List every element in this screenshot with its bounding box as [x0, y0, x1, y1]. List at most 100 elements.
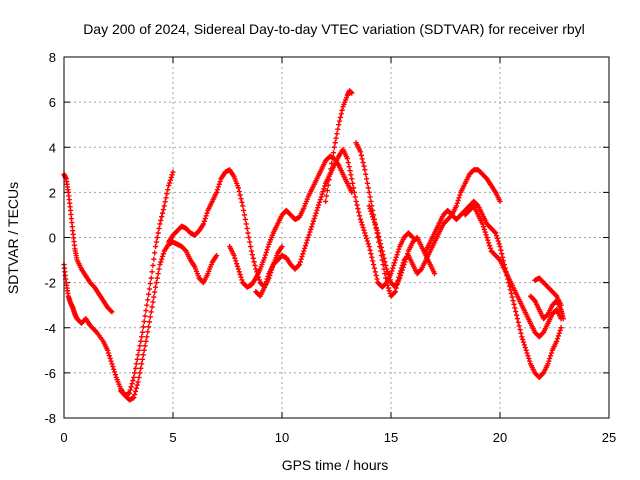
- data-point: [237, 192, 243, 198]
- data-point: [106, 353, 112, 359]
- data-point: [510, 298, 516, 304]
- data-point: [526, 355, 532, 362]
- y-axis-label: SDTVAR / TECUs: [5, 182, 21, 294]
- data-point: [134, 382, 140, 388]
- data-point: [108, 308, 114, 314]
- data-point: [152, 289, 158, 295]
- data-point: [109, 309, 115, 315]
- data-point: [356, 209, 362, 215]
- data-point: [312, 213, 318, 219]
- data-point: [265, 244, 271, 250]
- data-point: [418, 267, 424, 273]
- data-point: [363, 233, 369, 239]
- series-arc-peak: [323, 88, 355, 204]
- data-point: [143, 338, 149, 344]
- data-point: [149, 304, 155, 310]
- data-point: [337, 114, 344, 121]
- data-point: [131, 374, 137, 380]
- x-tick-label: 5: [169, 430, 176, 445]
- data-point: [166, 180, 173, 186]
- data-point: [321, 186, 327, 192]
- data-point: [296, 261, 303, 268]
- data-point: [151, 294, 157, 300]
- data-point: [520, 336, 526, 343]
- data-point: [498, 247, 504, 253]
- data-point: [251, 259, 257, 265]
- data-point: [359, 222, 365, 228]
- data-point: [334, 131, 340, 137]
- data-point: [388, 271, 394, 277]
- data-point: [401, 261, 407, 268]
- data-point: [157, 221, 163, 227]
- data-point: [143, 308, 149, 314]
- data-point: [384, 269, 391, 275]
- series-arc-g: [532, 275, 564, 308]
- data-point: [159, 256, 165, 262]
- data-point: [409, 233, 415, 240]
- data-point: [560, 316, 566, 322]
- data-point: [316, 202, 322, 208]
- data-point: [108, 358, 114, 364]
- data-point: [404, 253, 410, 260]
- data-point: [357, 216, 364, 223]
- data-point: [151, 256, 157, 262]
- data-point: [330, 150, 337, 156]
- y-tick-label: -2: [44, 276, 56, 291]
- data-point: [496, 256, 502, 262]
- data-point: [245, 230, 251, 236]
- data-point: [145, 291, 152, 297]
- data-point: [379, 248, 385, 254]
- data-point: [519, 334, 525, 340]
- y-tick-label: -8: [44, 411, 56, 426]
- data-point: [349, 176, 355, 182]
- data-point: [333, 135, 339, 141]
- data-point: [265, 273, 271, 279]
- data-point: [158, 217, 164, 223]
- data-point: [141, 347, 147, 353]
- data-point: [247, 239, 253, 245]
- data-point: [518, 330, 524, 336]
- x-tick-label: 10: [275, 430, 289, 445]
- data-point: [323, 198, 329, 204]
- data-point: [249, 252, 255, 258]
- data-point: [497, 198, 503, 204]
- y-tick-label: 4: [49, 140, 56, 155]
- data-point: [485, 237, 491, 243]
- y-tick-label: 0: [49, 231, 56, 246]
- data-point: [264, 247, 270, 253]
- data-point: [305, 234, 311, 241]
- data-point: [306, 232, 312, 238]
- data-point: [346, 164, 352, 170]
- series-arc-f: [527, 293, 566, 322]
- data-point: [351, 189, 357, 195]
- data-point: [360, 224, 366, 231]
- data-point: [365, 185, 371, 191]
- data-point: [335, 126, 341, 132]
- data-point: [354, 202, 360, 208]
- data-point: [386, 288, 392, 294]
- data-point: [299, 253, 305, 260]
- data-point: [241, 212, 248, 218]
- series-arc-h: [366, 203, 438, 290]
- data-point: [455, 197, 461, 204]
- data-point: [554, 338, 560, 344]
- data-point: [511, 301, 517, 307]
- data-point: [384, 266, 390, 272]
- data-point: [363, 235, 370, 242]
- data-point: [487, 245, 494, 251]
- data-point: [214, 252, 220, 259]
- data-point: [515, 319, 521, 325]
- data-point: [160, 206, 167, 213]
- data-point: [133, 361, 139, 367]
- data-point: [514, 316, 521, 322]
- data-point: [369, 254, 375, 260]
- y-tick-label: -6: [44, 366, 56, 381]
- data-point: [398, 270, 405, 276]
- data-point: [496, 241, 502, 247]
- data-point: [362, 230, 368, 236]
- data-point: [508, 290, 514, 297]
- data-point: [107, 355, 113, 362]
- data-point: [253, 266, 259, 272]
- data-point: [339, 107, 345, 113]
- data-point: [168, 174, 174, 181]
